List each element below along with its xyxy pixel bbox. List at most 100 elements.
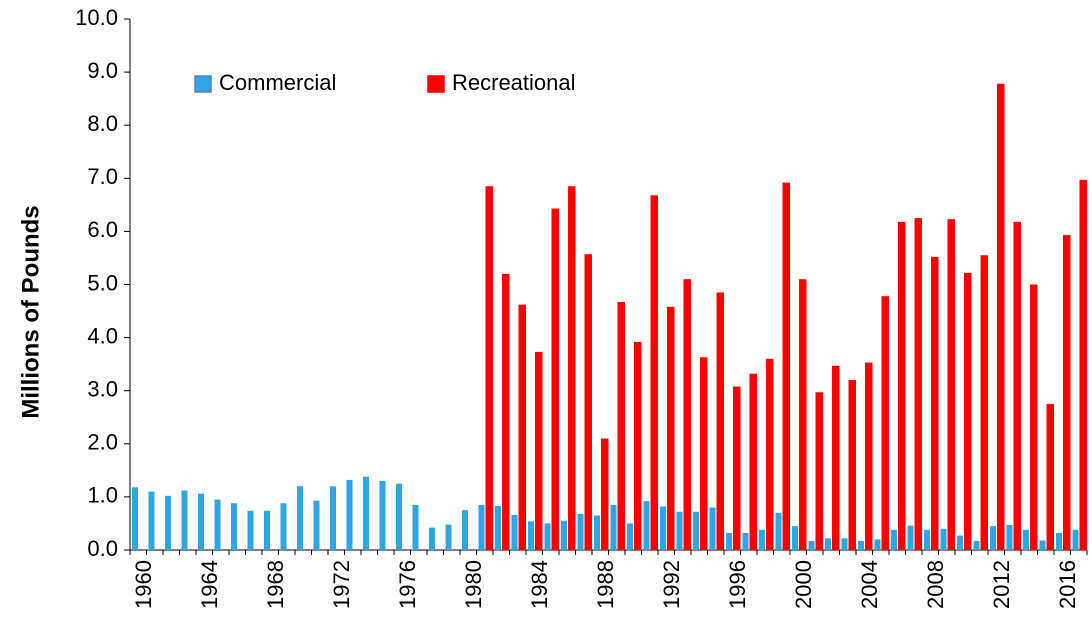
bar <box>379 480 386 550</box>
bar <box>726 533 732 550</box>
x-tick-label: 1984 <box>527 560 552 609</box>
x-tick-label: 1972 <box>329 560 354 609</box>
bar <box>429 527 435 550</box>
y-tick-label: 0.0 <box>87 536 118 561</box>
bar <box>346 479 353 550</box>
bar <box>799 279 807 550</box>
y-tick-label: 9.0 <box>87 58 118 83</box>
bar <box>1030 284 1038 550</box>
bar <box>676 511 683 550</box>
bar <box>964 272 972 550</box>
bar <box>511 514 518 550</box>
bar <box>396 483 402 550</box>
y-axis-label: Millions of Pounds <box>17 205 44 418</box>
bar <box>1046 403 1054 550</box>
bar <box>782 182 790 550</box>
x-tick-label: 1988 <box>593 560 618 609</box>
bar <box>165 495 171 550</box>
bar <box>1023 529 1029 550</box>
bar <box>577 513 584 550</box>
bar <box>815 392 823 550</box>
bar <box>667 306 675 550</box>
bar <box>766 358 774 550</box>
bar <box>231 503 237 550</box>
x-tick-label: 1996 <box>725 560 750 609</box>
bar <box>313 500 320 550</box>
y-tick-label: 7.0 <box>87 164 118 189</box>
bar <box>634 341 642 550</box>
bar <box>1039 540 1046 550</box>
bar <box>660 506 666 550</box>
bar <box>148 491 155 550</box>
legend-swatch <box>194 75 212 93</box>
y-tick-label: 4.0 <box>87 323 118 348</box>
x-tick-label: 1976 <box>395 560 420 609</box>
bar <box>891 529 897 550</box>
bar <box>957 535 963 550</box>
bar <box>551 208 559 550</box>
bar <box>412 504 419 550</box>
bar <box>584 254 592 550</box>
bar <box>865 362 873 550</box>
x-tick-label: 1964 <box>197 560 222 609</box>
bar <box>841 538 848 550</box>
bar <box>535 351 543 550</box>
bar <box>485 186 493 550</box>
bar <box>1079 179 1087 550</box>
bar <box>881 296 889 550</box>
bar <box>749 373 757 550</box>
bar <box>947 219 955 550</box>
bar <box>808 540 815 550</box>
bar <box>1063 235 1071 550</box>
y-tick-label: 1.0 <box>87 483 118 508</box>
bar <box>980 255 988 551</box>
bar <box>627 523 633 550</box>
bar <box>495 505 501 550</box>
bar <box>643 501 650 550</box>
x-tick-label: 2008 <box>923 560 948 609</box>
bar <box>848 380 856 550</box>
bar <box>650 195 658 551</box>
y-tick-label: 10.0 <box>75 5 118 30</box>
bar <box>973 540 980 550</box>
bar <box>997 83 1005 551</box>
x-tick-label: 2016 <box>1055 560 1080 609</box>
bar <box>874 539 881 550</box>
bar <box>907 525 914 550</box>
bar <box>1006 525 1013 550</box>
legend-label: Recreational <box>452 70 576 95</box>
x-tick-label: 1968 <box>263 560 288 609</box>
bar <box>280 503 287 550</box>
bar <box>924 529 930 550</box>
bar <box>568 186 576 550</box>
bar <box>832 365 840 550</box>
bar <box>898 221 906 551</box>
bar <box>990 526 996 550</box>
bar <box>1056 533 1062 550</box>
bar <box>181 490 188 550</box>
bar <box>683 279 691 550</box>
bar <box>247 510 254 550</box>
bar <box>198 493 204 550</box>
bar <box>214 499 221 550</box>
y-tick-label: 3.0 <box>87 377 118 402</box>
bar <box>709 507 716 550</box>
bar <box>914 218 922 550</box>
bar <box>931 256 939 550</box>
bar <box>940 528 947 550</box>
bar <box>330 486 336 550</box>
bar <box>462 510 468 550</box>
x-tick-label: 2004 <box>857 560 882 609</box>
bar <box>297 486 303 550</box>
y-tick-label: 8.0 <box>87 111 118 136</box>
bar <box>445 524 452 550</box>
x-tick-label: 2000 <box>791 560 816 609</box>
bar <box>617 302 625 550</box>
bar <box>700 357 708 550</box>
bar <box>502 273 510 550</box>
bar <box>363 476 369 550</box>
bar <box>594 515 600 550</box>
bar <box>1072 529 1079 550</box>
